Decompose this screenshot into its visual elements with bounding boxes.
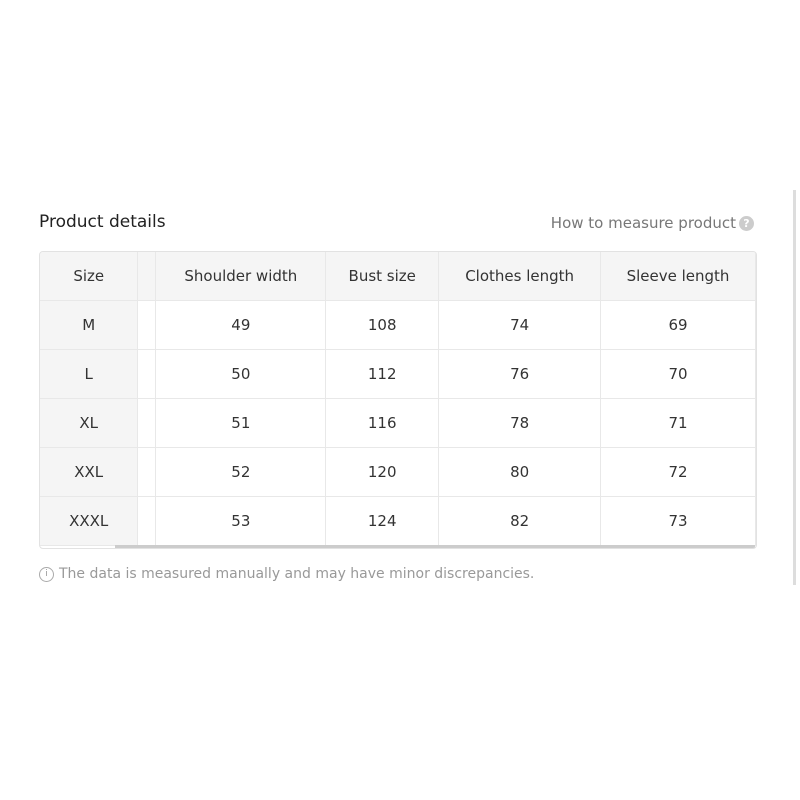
sleeve-length-cell: 73 bbox=[600, 496, 756, 546]
table-row: L 50 112 76 70 bbox=[40, 349, 756, 399]
bust-size-cell: 108 bbox=[325, 300, 440, 350]
shoulder-width-cell: 51 bbox=[155, 398, 327, 448]
size-cell: XL bbox=[40, 398, 139, 448]
table-row: M 49 108 74 69 bbox=[40, 300, 756, 350]
header-sleeve-length: Sleeve length bbox=[600, 252, 756, 301]
clothes-length-cell: 76 bbox=[438, 349, 602, 399]
vertical-scrollbar[interactable] bbox=[793, 190, 796, 585]
section-title: Product details bbox=[39, 212, 166, 232]
info-icon: i bbox=[39, 566, 54, 582]
sleeve-length-cell: 71 bbox=[600, 398, 756, 448]
header-clothes-length: Clothes length bbox=[438, 252, 602, 301]
size-cell: XXL bbox=[40, 447, 139, 497]
bust-size-cell: 124 bbox=[325, 496, 440, 546]
shoulder-width-cell: 50 bbox=[155, 349, 327, 399]
disclaimer-text: The data is measured manually and may ha… bbox=[59, 566, 535, 582]
bust-size-cell: 120 bbox=[325, 447, 440, 497]
clothes-length-cell: 80 bbox=[438, 447, 602, 497]
shoulder-width-cell: 49 bbox=[155, 300, 327, 350]
size-cell: L bbox=[40, 349, 139, 399]
bust-size-cell: 116 bbox=[325, 398, 440, 448]
size-table: Size Shoulder width Bust size Clothes le… bbox=[40, 252, 756, 546]
spacer-cell bbox=[137, 447, 157, 497]
clothes-length-cell: 82 bbox=[438, 496, 602, 546]
spacer-cell bbox=[137, 398, 157, 448]
header-bust-size: Bust size bbox=[325, 252, 440, 301]
sleeve-length-cell: 69 bbox=[600, 300, 756, 350]
how-to-measure-label: How to measure product bbox=[550, 214, 736, 232]
sleeve-length-cell: 72 bbox=[600, 447, 756, 497]
spacer-cell bbox=[137, 349, 157, 399]
header-size: Size bbox=[40, 252, 139, 301]
size-cell: M bbox=[40, 300, 139, 350]
table-row: XXL 52 120 80 72 bbox=[40, 447, 756, 497]
bust-size-cell: 112 bbox=[325, 349, 440, 399]
size-table-container: Size Shoulder width Bust size Clothes le… bbox=[39, 251, 757, 549]
clothes-length-cell: 74 bbox=[438, 300, 602, 350]
how-to-measure-link[interactable]: How to measure product ? bbox=[551, 214, 754, 232]
table-header-row: Size Shoulder width Bust size Clothes le… bbox=[40, 252, 756, 301]
clothes-length-cell: 78 bbox=[438, 398, 602, 448]
spacer-cell bbox=[137, 300, 157, 350]
header-shoulder-width: Shoulder width bbox=[155, 252, 327, 301]
size-cell: XXXL bbox=[40, 496, 139, 546]
horizontal-scrollbar[interactable] bbox=[115, 545, 755, 548]
disclaimer: i The data is measured manually and may … bbox=[39, 566, 534, 582]
shoulder-width-cell: 53 bbox=[155, 496, 327, 546]
help-icon: ? bbox=[739, 215, 754, 231]
spacer-cell bbox=[137, 496, 157, 546]
shoulder-width-cell: 52 bbox=[155, 447, 327, 497]
header-spacer bbox=[137, 252, 157, 301]
table-row: XL 51 116 78 71 bbox=[40, 398, 756, 448]
table-row: XXXL 53 124 82 73 bbox=[40, 496, 756, 546]
sleeve-length-cell: 70 bbox=[600, 349, 756, 399]
